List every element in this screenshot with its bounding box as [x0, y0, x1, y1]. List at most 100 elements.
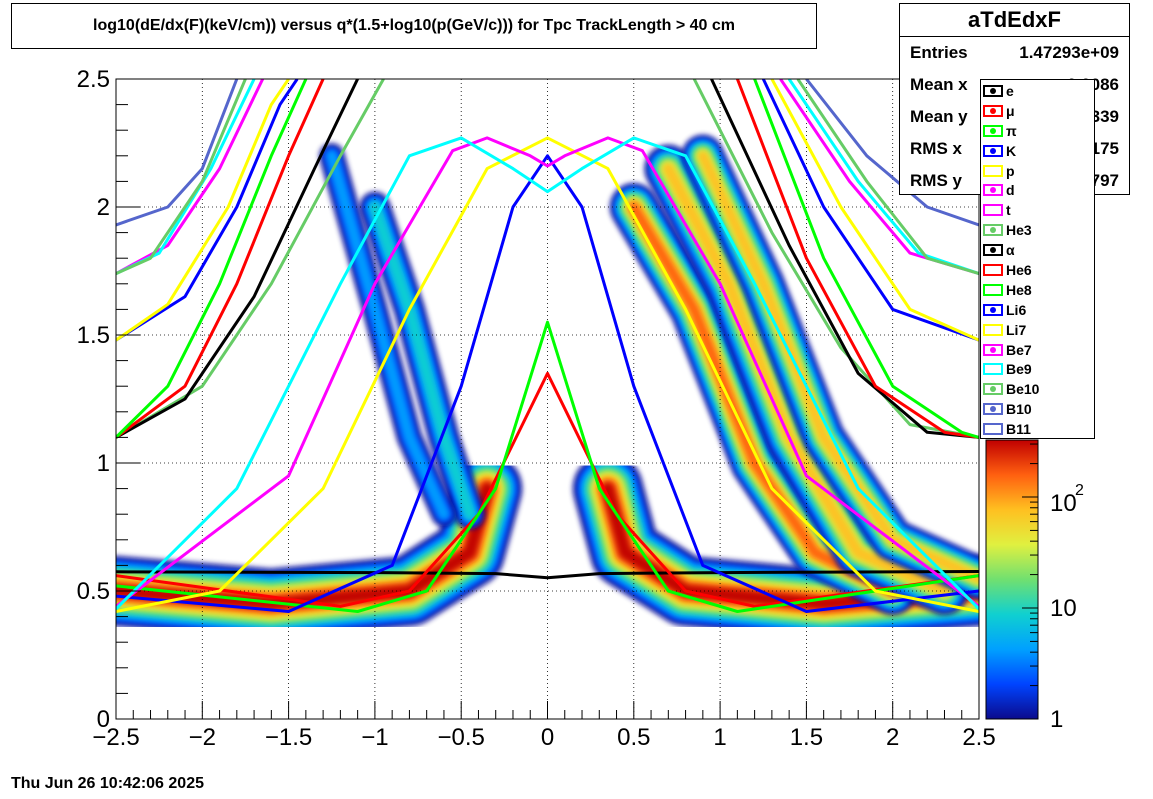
legend-label: He6	[1006, 261, 1032, 278]
series-line-d	[116, 136, 979, 608]
legend-swatch	[983, 263, 1003, 276]
legend-item: p	[981, 161, 1094, 181]
legend-item: He8	[981, 280, 1094, 300]
legend-swatch	[983, 323, 1003, 336]
x-tick-label: 0.5	[617, 724, 650, 751]
density-band-7-layer-3	[369, 201, 476, 520]
legend-label: He3	[1006, 222, 1032, 239]
series-line-He6+	[736, 79, 979, 439]
x-tick-label: −0.5	[438, 724, 485, 751]
series-line-He8-	[116, 79, 308, 439]
series-line-π	[116, 320, 979, 613]
legend-item: μ	[981, 101, 1094, 121]
legend-item: B11	[981, 419, 1094, 439]
colorbar-label: 10	[1050, 595, 1077, 622]
legend-item: t	[981, 200, 1094, 220]
legend-marker-icon	[990, 386, 996, 393]
series-line-He3	[116, 79, 385, 439]
x-tick-label: −1.5	[265, 724, 312, 751]
y-tick-label: 2	[97, 194, 110, 221]
stats-title: aTdEdxF	[900, 4, 1129, 37]
series-line-μ	[116, 371, 979, 608]
legend-item: Be10	[981, 379, 1094, 399]
y-tick-label: 0	[97, 706, 110, 733]
legend-label: π	[1006, 122, 1017, 139]
colorbar-label: 1	[1050, 706, 1063, 733]
legend-label: B10	[1006, 401, 1032, 418]
legend-item: B10	[981, 399, 1094, 419]
colorbar-gradient	[986, 440, 1038, 719]
series-line-He8+	[753, 79, 979, 439]
colorbar-label: 10	[1050, 490, 1077, 517]
legend-marker-icon	[990, 147, 996, 154]
legend-item: He6	[981, 260, 1094, 280]
legend-item: He3	[981, 220, 1094, 240]
legend-item: d	[981, 180, 1094, 200]
series-line-B10-	[116, 79, 239, 227]
series-line-α-	[116, 79, 359, 439]
legend-marker-icon	[990, 406, 996, 413]
legend-swatch	[983, 343, 1003, 356]
series-line-Be7-	[116, 79, 265, 275]
y-tick-label: 0.5	[77, 578, 110, 605]
colorbar-label-exponent: 2	[1075, 482, 1084, 499]
legend-marker-icon	[990, 107, 996, 114]
legend-swatch	[983, 124, 1003, 137]
legend-item: π	[981, 121, 1094, 141]
legend-item: Be7	[981, 340, 1094, 360]
series-line-α+	[710, 79, 979, 439]
legend-label: α	[1006, 242, 1015, 259]
legend-label: Li6	[1006, 301, 1027, 318]
y-tick-label: 2.5	[77, 66, 110, 93]
timestamp: Thu Jun 26 10:42:06 2025	[11, 775, 204, 792]
legend-label: t	[1006, 202, 1011, 219]
legend-item: K	[981, 141, 1094, 161]
series-line-Li6-	[116, 79, 299, 342]
chart-title-box: log10(dE/dx(F)(keV/cm)) versus q*(1.5+lo…	[11, 3, 817, 49]
x-tick-label: 2	[886, 724, 899, 751]
legend-item: α	[981, 240, 1094, 260]
x-tick-label: −2	[189, 724, 216, 751]
series-line-Li7-	[116, 79, 290, 342]
legend-label: Be7	[1006, 341, 1032, 358]
y-tick-label: 1	[97, 450, 110, 477]
series-line-Be10-	[116, 79, 247, 275]
legend-swatch	[983, 403, 1003, 416]
stats-row-entries: Entries 1.47293e+09	[910, 43, 1119, 62]
legend-marker-icon	[990, 247, 996, 254]
x-tick-label: 0	[541, 724, 554, 751]
x-tick-label: 2.5	[962, 724, 995, 751]
series-line-He6-	[116, 79, 325, 439]
legend-item: e	[981, 81, 1094, 101]
legend-label: μ	[1006, 102, 1015, 119]
series-line-He3+	[692, 79, 979, 439]
y-tick-label: 1.5	[77, 322, 110, 349]
legend-marker-icon	[990, 187, 996, 194]
legend-swatch	[983, 303, 1003, 316]
legend-swatch	[983, 224, 1003, 237]
legend-label: Be9	[1006, 361, 1032, 378]
legend-swatch	[983, 244, 1003, 257]
legend-swatch	[983, 184, 1003, 197]
legend-label: Li7	[1006, 321, 1027, 338]
series-line-Be10+	[796, 79, 979, 276]
colorbar-frame	[985, 439, 1039, 720]
legend-marker-icon	[990, 127, 996, 134]
legend-label: K	[1006, 142, 1017, 159]
legend-label: He8	[1006, 281, 1032, 298]
series-line-Li6+	[761, 79, 979, 342]
series-line-t	[116, 136, 979, 610]
legend-label: d	[1006, 182, 1015, 199]
legend-marker-icon	[990, 346, 996, 353]
legend-label: B11	[1006, 421, 1031, 438]
legend-swatch	[983, 383, 1003, 396]
legend-swatch	[983, 204, 1003, 217]
legend-swatch	[983, 283, 1003, 296]
series-line-B10+	[805, 79, 979, 227]
legend-item: Li7	[981, 320, 1094, 340]
x-tick-label: 1	[713, 724, 726, 751]
axis-layer: −2.5 −2 −1.5 −1 −0.5 0 0.5 1 1.5 2 2.5 0 0.5 1 1.5 2 2.5	[77, 66, 996, 751]
legend-label: Be10	[1006, 381, 1040, 398]
